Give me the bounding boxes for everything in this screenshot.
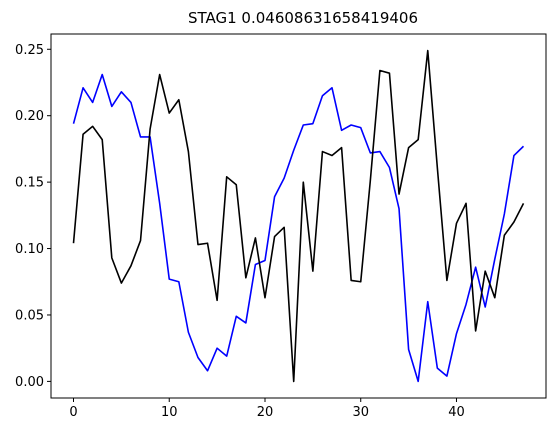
x-tick-label: 10 [161, 405, 178, 420]
plot-area [72, 49, 525, 383]
series-line-2 [72, 49, 525, 383]
y-tick-label: 0.00 [15, 375, 44, 390]
y-tick-label: 0.25 [15, 43, 44, 58]
x-tick-label: 20 [257, 405, 274, 420]
chart-title: STAG1 0.04608631658419406 [188, 9, 418, 27]
y-tick-label: 0.15 [15, 176, 44, 191]
plot-frame [50, 33, 547, 399]
y-tick-label: 0.05 [15, 308, 44, 323]
y-tick-label: 0.20 [15, 109, 44, 124]
x-tick-label: 40 [448, 405, 465, 420]
x-tick-label: 0 [69, 405, 77, 420]
series-line-1 [72, 73, 525, 383]
x-tick-label: 30 [352, 405, 369, 420]
x-axis: 0 10 20 30 40 [69, 398, 465, 420]
y-axis: 0.00 0.05 0.10 0.15 0.20 0.25 [15, 43, 51, 390]
y-tick-label: 0.10 [15, 242, 44, 257]
